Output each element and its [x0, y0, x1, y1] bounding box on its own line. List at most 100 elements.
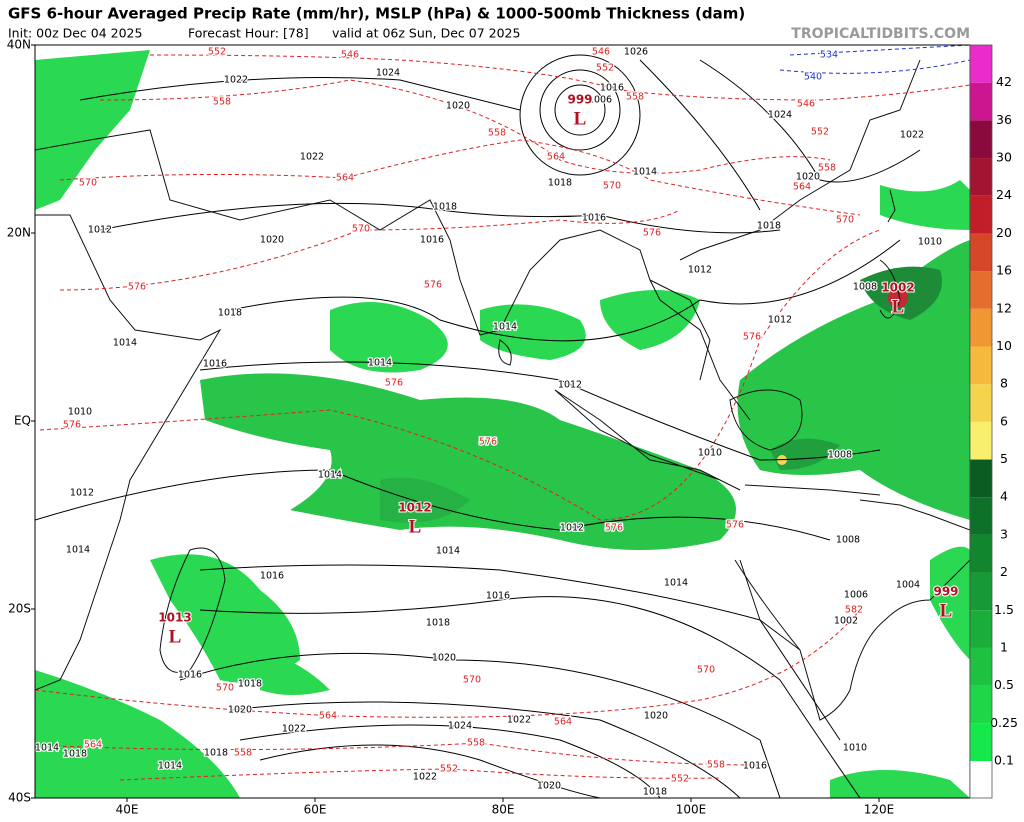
isobar-label: 1024 — [448, 721, 472, 732]
lon-label: 60E — [304, 803, 327, 817]
thickness-label: 576 — [128, 282, 146, 293]
isobar-label: 1012 — [88, 225, 112, 236]
thickness-lines-cold — [779, 45, 970, 74]
thickness-label: 552 — [440, 764, 458, 775]
isobar-label: 1008 — [853, 282, 877, 293]
map: 1022 1018 1016 1020 1012 1018 1014 1016 1014 1014… — [35, 45, 970, 798]
thickness-label: 570 — [79, 178, 97, 189]
colorbar-label: 36 — [996, 112, 1012, 127]
forecast-hour: Forecast Hour: [78] — [188, 26, 309, 41]
isobar-label: 1010 — [918, 237, 942, 248]
precip — [35, 50, 970, 798]
thickness-label: 576 — [424, 280, 442, 291]
thickness-label: 576 — [385, 378, 403, 389]
colorbar-swatch — [970, 308, 992, 347]
colorbar-label: 12 — [996, 300, 1012, 315]
colorbar-label: 10 — [996, 338, 1012, 353]
colorbar-swatch — [970, 459, 992, 498]
colorbar-frame — [969, 44, 993, 799]
thickness-label: 564 — [793, 182, 811, 193]
isobar-label: 1016 — [178, 670, 202, 681]
colorbar-label: 8 — [1000, 376, 1008, 391]
isobar-label: 1014 — [113, 338, 137, 349]
low-pressure: 1002 — [881, 281, 914, 295]
thickness-label: 552 — [671, 774, 689, 785]
colorbar-label: 20 — [996, 225, 1012, 240]
low-symbol: L — [409, 516, 422, 537]
isobar-label: 1020 — [432, 653, 456, 664]
thickness-label: 546 — [341, 50, 359, 61]
low-symbol: L — [574, 108, 587, 129]
colorbar-label: 2 — [1000, 564, 1008, 579]
thickness-label: 576 — [743, 332, 761, 343]
thickness-label: 552 — [811, 127, 829, 138]
isobar-label: 1018 — [238, 679, 262, 690]
isobar-label: 1018 — [757, 221, 781, 232]
colorbar-swatch — [970, 346, 992, 385]
colorbar-below — [970, 761, 992, 798]
isobar-label: 1018 — [63, 749, 87, 760]
isobar-label: 1006 — [844, 590, 868, 601]
low-pressure: 999 — [933, 585, 958, 599]
isobar-label: 1010 — [68, 407, 92, 418]
thickness-label: 552 — [596, 63, 614, 74]
isobar-label: 1018 — [643, 787, 667, 798]
isobar-label: 1014 — [35, 743, 59, 754]
colorbar-swatch — [970, 120, 992, 159]
isobar-label: 1016 — [582, 213, 606, 224]
lat-label: 40S — [8, 791, 31, 805]
thickness-label: 558 — [234, 748, 252, 759]
isobar-label: 1016 — [203, 359, 227, 370]
isobar-label: 1022 — [413, 772, 437, 783]
lon-label: 100E — [676, 803, 707, 817]
isobar-label: 1012 — [688, 265, 712, 276]
colorbar-swatch — [970, 195, 992, 234]
isobar-label: 1022 — [300, 152, 324, 163]
thickness-label: 564 — [319, 711, 337, 722]
thickness-label: 570 — [216, 683, 234, 694]
lat-label: 20S — [8, 602, 31, 616]
colorbar-label: 24 — [996, 187, 1012, 202]
thickness-label: 558 — [467, 738, 485, 749]
isobar-label: 1012 — [70, 488, 94, 499]
colorbar-label: 1 — [1000, 639, 1008, 654]
valid-time: valid at 06z Sun, Dec 07 2025 — [332, 26, 520, 41]
thickness-label: 546 — [797, 99, 815, 110]
isobar-label: 1018 — [204, 748, 228, 759]
colorbar-swatch — [970, 82, 992, 121]
lat-label: 40N — [7, 38, 31, 52]
thickness-label: 564 — [554, 717, 572, 728]
isobar-label: 1018 — [218, 308, 242, 319]
thickness-label: 552 — [208, 47, 226, 58]
colorbar-label: 6 — [1000, 413, 1008, 428]
low-pressure: 1013 — [158, 611, 191, 625]
isobar-label: 1020 — [228, 705, 252, 716]
lon-label: 120E — [864, 803, 895, 817]
low-symbol: L — [940, 600, 953, 621]
thickness-label: 558 — [213, 97, 231, 108]
isobar-label: 1014 — [436, 546, 460, 557]
colorbar-swatch — [970, 610, 992, 648]
colorbar-swatch — [970, 384, 992, 422]
coastlines — [35, 59, 970, 721]
isobar-label: 1022 — [507, 715, 531, 726]
isobar-label: 1022 — [282, 724, 306, 735]
colorbar-label: 4 — [1000, 489, 1008, 504]
lon-label: 80E — [492, 803, 515, 817]
isobar-label: 1014 — [493, 322, 517, 333]
isobar-label: 1018 — [426, 618, 450, 629]
colorbar-label: 0.25 — [990, 715, 1018, 730]
colorbar-label: 1.5 — [994, 602, 1014, 617]
isobar-label: 1012 — [768, 315, 792, 326]
colorbar-label: 30 — [996, 150, 1012, 165]
isobar-label: 1014 — [318, 470, 342, 481]
thickness-label: 582 — [845, 605, 863, 616]
thickness-label: 570 — [836, 215, 854, 226]
lat-label: 20N — [7, 226, 31, 240]
thickness-label: 576 — [643, 228, 661, 239]
isobar-label: 1016 — [260, 571, 284, 582]
isobar-label: 1004 — [896, 580, 920, 591]
isobar-label: 1020 — [644, 711, 668, 722]
thickness-label: 546 — [592, 47, 610, 58]
thickness-label: 570 — [463, 675, 481, 686]
